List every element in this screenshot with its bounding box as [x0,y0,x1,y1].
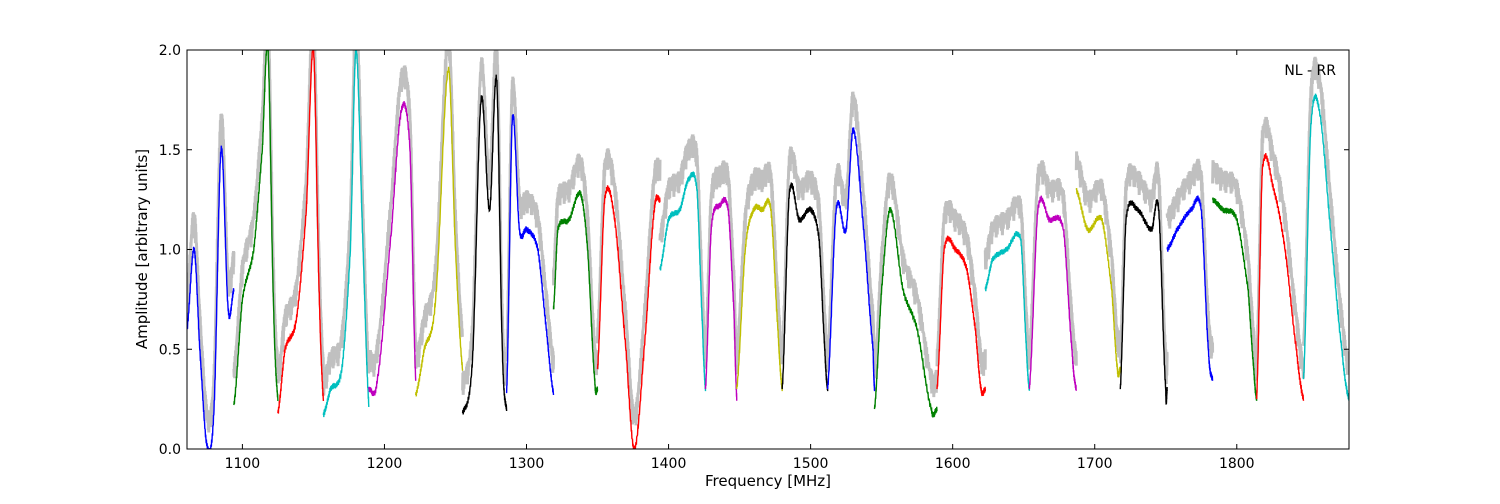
band-series-16 [873,207,938,418]
reference-trace [873,172,939,398]
band-series-23 [1211,197,1258,401]
reference-trace [552,153,599,376]
y-axis-label: Amplitude [arbitrary units] [133,149,151,349]
band-series-7 [461,74,508,415]
x-tick-label: 1400 [651,456,687,472]
x-tick-label: 1600 [935,456,971,472]
reference-trace [1255,116,1305,379]
reference-trace [735,161,784,365]
band-series-9 [552,190,599,396]
y-tick-label: 0.0 [159,442,181,458]
reference-trace [187,113,236,433]
band-series-4 [322,50,370,418]
band-series-14 [781,182,829,392]
band-series-13 [736,197,783,392]
y-tick-label: 1.0 [159,243,181,259]
band-series-17 [936,235,986,397]
y-tick-label: 0.5 [159,342,181,358]
band-series-21 [1119,199,1168,405]
x-tick-label: 1100 [225,456,261,472]
x-tick-label: 1300 [509,456,545,472]
reference-trace [1118,161,1169,385]
band-series-24 [1256,153,1305,401]
band-series-20 [1075,188,1121,378]
x-axis: 1100 1200 1300 1400 1500 1600 1700 1800 [225,50,1255,472]
reference-trace [414,50,465,369]
band-series-10 [596,185,661,449]
reference-trace [780,146,830,373]
reference-trace [321,50,371,396]
x-tick-label: 1700 [1077,456,1113,472]
band-series-19 [1028,195,1077,391]
band-series-22 [1166,195,1214,381]
reference-trace [983,195,1031,370]
band-series-6 [415,66,464,397]
reference-trace [935,199,987,376]
reference-trace [1027,160,1078,366]
reference-trace [596,148,662,426]
y-tick-label: 1.5 [159,143,181,159]
series-layer [187,50,1349,449]
x-axis-label: Frequency [MHz] [705,472,831,490]
reference-trace [658,134,707,369]
annotation-label: NL - RR [1284,63,1336,79]
band-series-11 [659,171,707,392]
band-series-2 [233,50,279,406]
reference-layer [187,50,1349,433]
reference-trace [1074,151,1122,358]
x-tick-label: 1800 [1219,456,1255,472]
band-series-25 [1302,93,1349,401]
x-tick-label: 1500 [793,456,829,472]
reference-trace [704,160,739,375]
reference-trace [276,50,325,384]
band-series-8 [505,114,555,396]
band-series-5 [368,101,417,397]
band-series-18 [984,231,1031,391]
band-series-3 [277,50,325,414]
x-tick-label: 1200 [367,456,403,472]
reference-trace [1211,160,1259,381]
reference-trace [1165,158,1215,359]
y-tick-label: 2.0 [159,43,181,59]
band-series-1 [187,145,235,449]
reference-trace [1302,56,1349,375]
band-series-15 [827,127,876,392]
reference-trace [826,91,876,370]
band-series-12 [704,196,738,401]
reference-trace [505,76,555,373]
y-axis: 0.0 0.5 1.0 1.5 2.0 [159,43,1349,458]
